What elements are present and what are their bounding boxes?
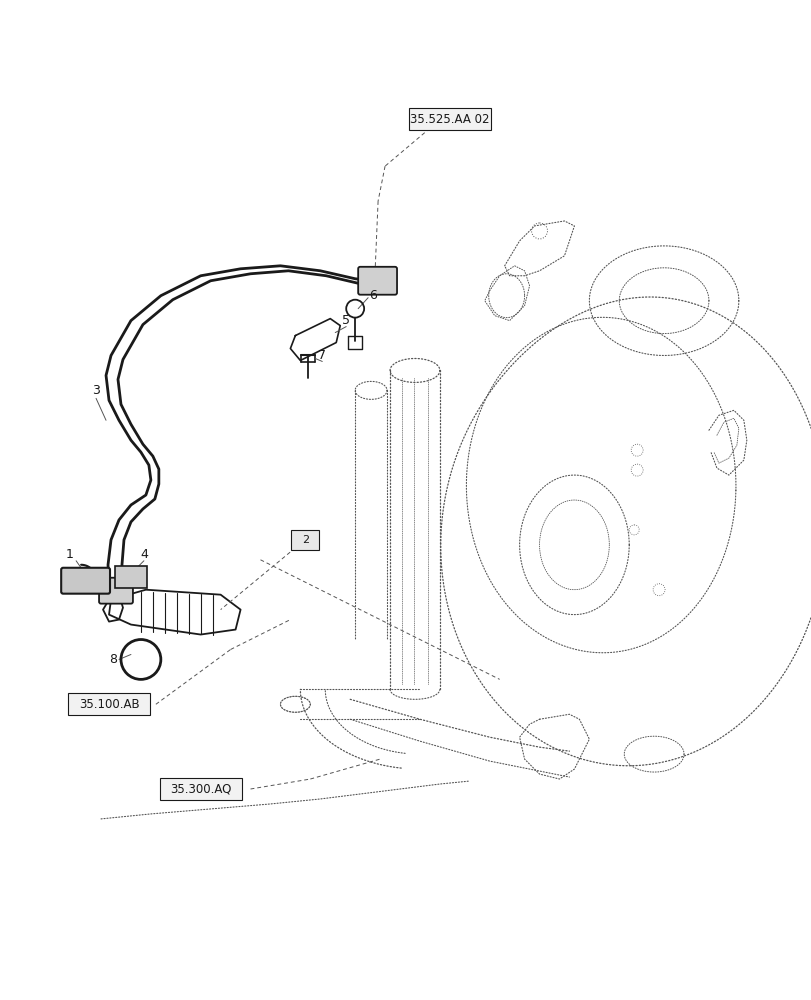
FancyBboxPatch shape xyxy=(99,578,133,604)
Text: 6: 6 xyxy=(369,289,376,302)
Text: 35.100.AB: 35.100.AB xyxy=(79,698,139,711)
Text: 8: 8 xyxy=(109,653,117,666)
Text: 35.300.AQ: 35.300.AQ xyxy=(169,783,231,796)
Text: 5: 5 xyxy=(341,314,350,327)
FancyBboxPatch shape xyxy=(61,568,109,594)
FancyBboxPatch shape xyxy=(115,566,147,588)
Text: 35.525.AA 02: 35.525.AA 02 xyxy=(410,113,489,126)
FancyBboxPatch shape xyxy=(409,108,490,130)
Text: 3: 3 xyxy=(92,384,100,397)
Text: 1: 1 xyxy=(65,548,73,561)
FancyBboxPatch shape xyxy=(358,267,397,295)
Text: 4: 4 xyxy=(139,548,148,561)
FancyBboxPatch shape xyxy=(160,778,241,800)
Text: 2: 2 xyxy=(302,535,308,545)
FancyBboxPatch shape xyxy=(68,693,150,715)
Text: 7: 7 xyxy=(318,349,326,362)
FancyBboxPatch shape xyxy=(291,530,319,550)
